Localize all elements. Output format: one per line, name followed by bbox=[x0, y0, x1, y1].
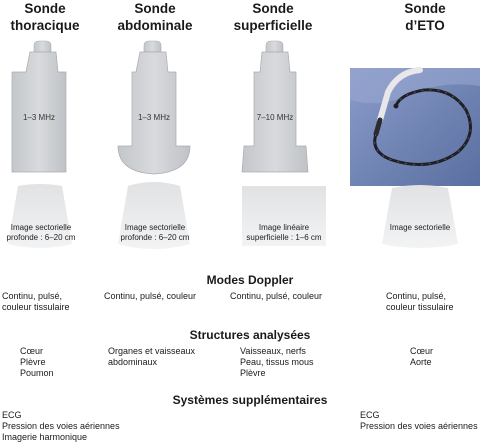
structures-cell-superficielle: Vaisseaux, nerfs Peau, tissus mous Plèvr… bbox=[240, 346, 360, 379]
image-label-thoracique: Image sectorielle profonde : 6–20 cm bbox=[0, 223, 82, 243]
probe-title-line1: Sonde bbox=[404, 1, 446, 16]
cell-line: Pression des voies aériennes bbox=[2, 421, 120, 431]
probe-frequency-abdominale: 1–3 MHz bbox=[137, 113, 170, 122]
probe-title-line1: Sonde bbox=[134, 1, 176, 16]
doppler-cell-eto: Continu, pulsé, couleur tissulaire bbox=[386, 291, 496, 313]
image-label-line2: profonde : 6–20 cm bbox=[120, 233, 190, 242]
image-label-line1: Image linéaire bbox=[258, 223, 310, 232]
probe-title-line2: abdominale bbox=[117, 18, 193, 33]
cell-line: couleur tissulaire bbox=[2, 302, 70, 312]
probe-title-line1: Sonde bbox=[24, 1, 66, 16]
abdominal-probe-icon bbox=[117, 40, 191, 175]
superficial-probe-icon bbox=[241, 40, 309, 173]
cell-line: Cœur bbox=[20, 346, 43, 356]
image-label-superficielle: Image linéaire superficielle : 1–6 cm bbox=[236, 223, 332, 243]
probe-frequency-superficielle: 7–10 MHz bbox=[256, 113, 294, 122]
probe-illustrations bbox=[8, 40, 480, 249]
section-title-structures: Structures analysées bbox=[189, 328, 311, 342]
probe-title-line2: d’ETO bbox=[405, 18, 445, 33]
cell-line: abdominaux bbox=[108, 357, 158, 367]
thoracic-image-sector-icon bbox=[8, 184, 72, 248]
image-label-line2: profonde : 6–20 cm bbox=[6, 233, 76, 242]
cell-line: ECG bbox=[360, 410, 380, 420]
doppler-cell-thoracique: Continu, pulsé, couleur tissulaire bbox=[2, 291, 102, 313]
doppler-cell-abdominale: Continu, pulsé, couleur bbox=[104, 291, 224, 302]
superficial-image-linear-icon bbox=[242, 186, 326, 246]
section-title-systemes: Systèmes supplémentaires bbox=[172, 393, 328, 407]
structures-cell-abdominale: Organes et vaisseaux abdominaux bbox=[108, 346, 228, 368]
image-label-line1: Image sectorielle bbox=[389, 223, 451, 232]
image-label-line1: Image sectorielle bbox=[10, 223, 72, 232]
probe-frequency-thoracique: 1–3 MHz bbox=[22, 113, 55, 122]
systemes-cell-eto: ECG Pression des voies aériennes bbox=[360, 410, 498, 432]
thoracic-probe-icon bbox=[11, 40, 67, 173]
cell-line: Continu, pulsé, couleur bbox=[230, 291, 323, 301]
probe-title-line2: superficielle bbox=[233, 18, 313, 33]
cell-line: Plèvre bbox=[240, 368, 266, 378]
image-label-eto: Image sectorielle bbox=[375, 223, 465, 233]
image-label-line1: Image sectorielle bbox=[124, 223, 186, 232]
cell-line: ECG bbox=[2, 410, 22, 420]
doppler-cell-superficielle: Continu, pulsé, couleur bbox=[230, 291, 350, 302]
cell-line: couleur tissulaire bbox=[386, 302, 454, 312]
systemes-cell-thoracique: ECG Pression des voies aériennes Imageri… bbox=[2, 410, 202, 443]
structures-cell-eto: Cœur Aorte bbox=[410, 346, 490, 368]
probe-title-thoracique: Sonde thoracique bbox=[0, 0, 90, 34]
cell-line: Continu, pulsé, bbox=[2, 291, 63, 301]
cell-line: Continu, pulsé, couleur bbox=[104, 291, 197, 301]
cell-line: Imagerie harmonique bbox=[2, 432, 88, 442]
cell-line: Plèvre bbox=[20, 357, 46, 367]
cell-line: Organes et vaisseaux bbox=[108, 346, 196, 356]
cell-line: Vaisseaux, nerfs bbox=[240, 346, 306, 356]
cell-line: Continu, pulsé, bbox=[386, 291, 447, 301]
probe-title-abdominale: Sonde abdominale bbox=[110, 0, 200, 34]
probe-title-eto: Sonde d’ETO bbox=[375, 0, 475, 34]
cell-line: Peau, tissus mous bbox=[240, 357, 314, 367]
probe-title-line1: Sonde bbox=[252, 1, 294, 16]
eto-probe-photo bbox=[350, 67, 480, 186]
section-title-doppler: Modes Doppler bbox=[206, 273, 294, 287]
eto-image-sector-icon bbox=[382, 185, 458, 248]
probe-title-superficielle: Sonde superficielle bbox=[222, 0, 324, 34]
abdominal-image-sector-icon bbox=[118, 182, 190, 249]
cell-line: Pression des voies aériennes bbox=[360, 421, 478, 431]
image-label-line2: superficielle : 1–6 cm bbox=[246, 233, 322, 242]
cell-line: Poumon bbox=[20, 368, 54, 378]
image-label-abdominale: Image sectorielle profonde : 6–20 cm bbox=[112, 223, 198, 243]
cell-line: Cœur bbox=[410, 346, 433, 356]
probe-title-line2: thoracique bbox=[10, 18, 80, 33]
cell-line: Aorte bbox=[410, 357, 432, 367]
structures-cell-thoracique: Cœur Plèvre Poumon bbox=[20, 346, 100, 379]
